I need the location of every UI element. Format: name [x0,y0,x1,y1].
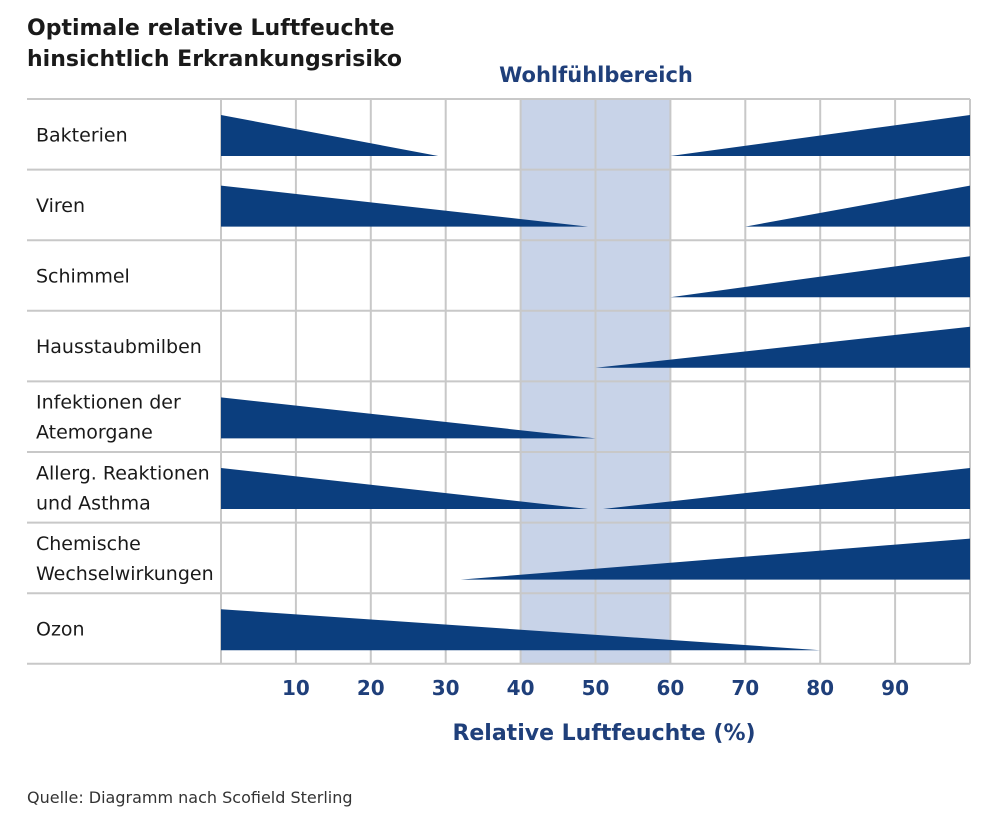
x-tick-label: 80 [806,676,834,700]
x-tick-label: 20 [357,676,385,700]
risk-increasing-triangle [670,115,970,156]
risk-shapes-layer [221,115,970,651]
risk-increasing-triangle [670,256,970,298]
row-label: Wechselwirkungen [36,563,214,585]
risk-decreasing-triangle [221,115,439,156]
row-label: Bakterien [36,124,128,146]
row-label: Infektionen der [36,392,181,414]
x-tick-label: 60 [656,676,684,700]
row-label: und Asthma [36,492,151,514]
risk-increasing-triangle [602,468,970,509]
risk-increasing-triangle [460,538,970,580]
risk-decreasing-triangle [221,185,589,227]
row-label: Allerg. Reaktionen [36,462,210,484]
source-note: Quelle: Diagramm nach Scofield Sterling [27,788,353,807]
x-tick-label: 30 [432,676,460,700]
x-tick-label: 50 [582,676,610,700]
x-axis-label: Relative Luftfeuchte (%) [452,721,755,746]
chart-title-line-2: hinsichtlich Erkrankungsrisiko [27,47,402,72]
risk-increasing-triangle [595,326,970,368]
row-label: Hausstaubmilben [36,336,202,358]
row-label: Schimmel [36,266,130,288]
chart-title-line-1: Optimale relative Luftfeuchte [27,16,395,41]
risk-increasing-triangle [745,185,970,227]
row-labels-layer: Bakterien Viren Schimmel Hausstaubmilben Inf… [36,124,214,640]
row-label: Ozon [36,619,85,641]
x-tick-label: 10 [282,676,310,700]
risk-decreasing-triangle [221,397,596,439]
x-tick-label: 90 [881,676,909,700]
row-label: Atemorgane [36,422,153,444]
row-label: Chemische [36,533,141,555]
x-tick-label: 70 [731,676,759,700]
comfort-zone-label: Wohlfühlbereich [499,63,693,87]
x-ticks-layer: 10 20 30 40 50 60 70 80 90 [282,676,909,700]
risk-decreasing-triangle [221,609,821,651]
x-tick-label: 40 [507,676,535,700]
risk-decreasing-triangle [221,468,589,509]
row-label: Viren [36,195,85,217]
